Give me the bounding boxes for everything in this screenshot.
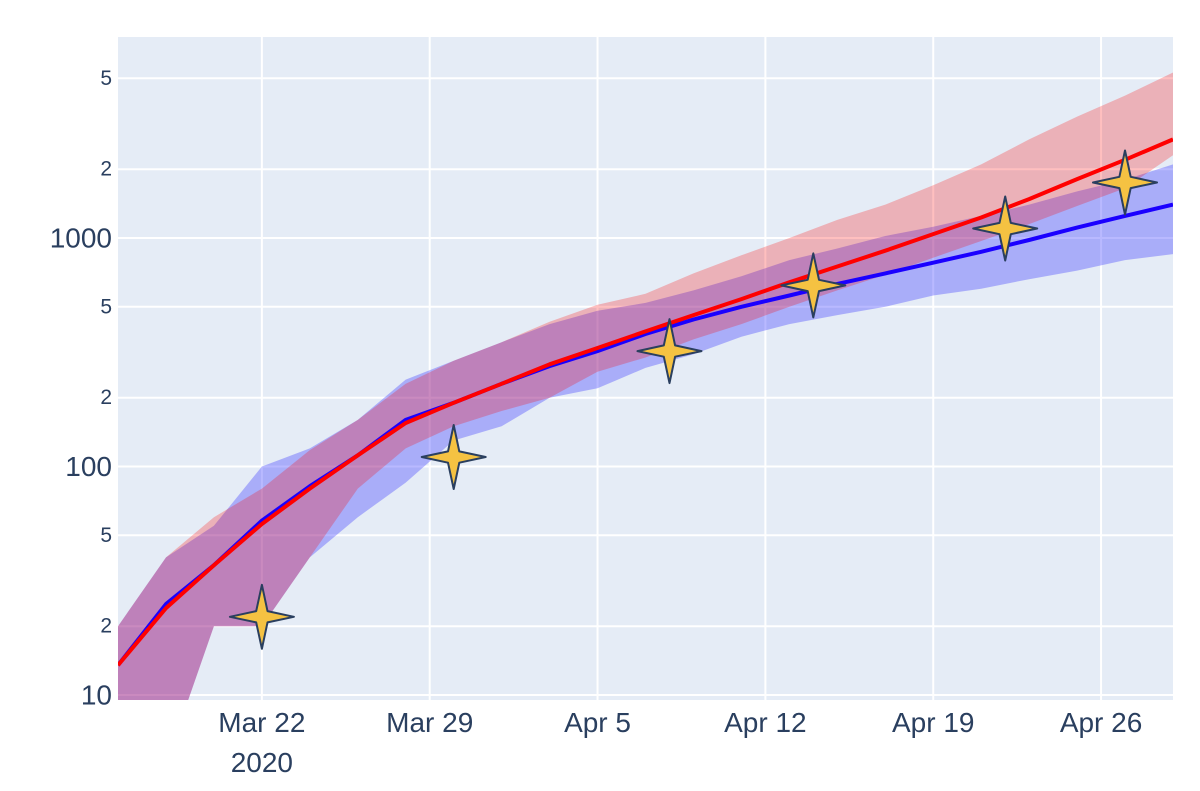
x-axis-ticks: Mar 22 2020 Mar 29 Apr 5 Apr 12 Apr 19 Apr 26 (218, 707, 1142, 778)
confidence-band-0 (118, 72, 1173, 700)
star-marker (972, 195, 1039, 262)
y-tick-label: 5 (100, 295, 112, 318)
star-marker (1092, 149, 1158, 216)
x-tick-label: Apr 19 (892, 707, 975, 738)
x-tick-label: Apr 12 (724, 707, 807, 738)
y-tick-label: 5 (100, 67, 112, 90)
confidence-band-1 (118, 164, 1173, 700)
series-line-0 (118, 137, 1173, 667)
series-line-1 (118, 202, 1173, 667)
confidence-bands (118, 72, 1173, 700)
observation-markers (228, 149, 1158, 650)
y-tick-label: 1000 (50, 223, 112, 254)
star-marker (780, 252, 847, 319)
y-tick-label: 2 (100, 158, 112, 181)
x-tick-label: Mar 22 (218, 707, 305, 738)
star-marker (420, 424, 487, 490)
y-tick-label: 100 (65, 451, 112, 482)
gridlines (118, 37, 1173, 700)
series-lines (118, 137, 1173, 667)
y-tick-label: 5 (100, 524, 112, 547)
y-tick-label: 2 (100, 615, 112, 638)
plot-background (118, 37, 1173, 700)
x-tick-label: Apr 26 (1060, 707, 1143, 738)
y-tick-label: 10 (81, 680, 112, 711)
y-tick-label: 2 (100, 386, 112, 409)
star-marker (636, 318, 703, 385)
y-axis-ticks: 10 2 5 100 2 5 1000 2 5 (50, 67, 112, 711)
star-marker (228, 583, 295, 650)
x-tick-sublabel: 2020 (231, 747, 293, 778)
x-tick-label: Mar 29 (386, 707, 473, 738)
x-tick-label: Apr 5 (564, 707, 631, 738)
